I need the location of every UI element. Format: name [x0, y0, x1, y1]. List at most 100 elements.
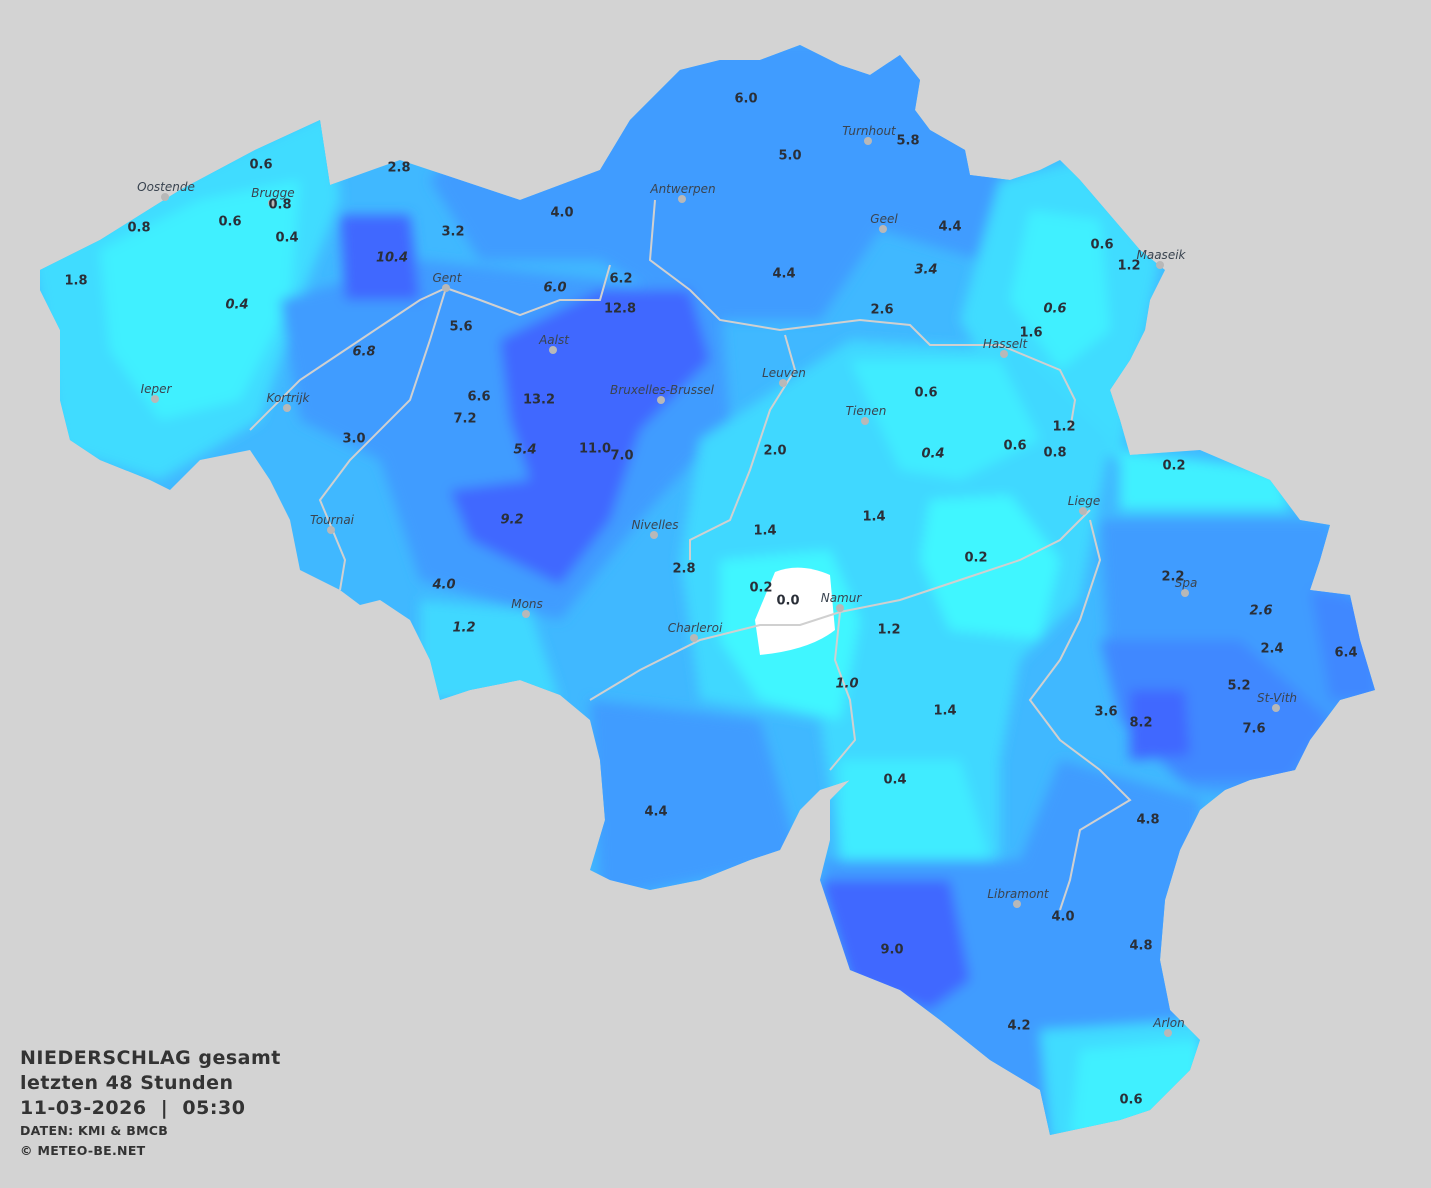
city-dot [549, 346, 557, 354]
city-dot [161, 193, 169, 201]
city-label: Tienen [846, 404, 887, 418]
precip-value: 6.4 [1334, 646, 1357, 661]
precip-value: 2.6 [870, 303, 893, 318]
map-datetime: 11-03-2026 | 05:30 [20, 1097, 246, 1119]
precip-value: 5.8 [896, 134, 919, 149]
city-dot [283, 404, 291, 412]
precip-value: 0.6 [1003, 439, 1026, 454]
precip-value: 0.8 [268, 198, 291, 213]
precip-value: 2.0 [763, 444, 786, 459]
city-label: Charleroi [668, 621, 723, 635]
precip-value: 4.4 [938, 220, 961, 235]
city-dot [522, 610, 530, 618]
precip-value: 3.4 [914, 263, 937, 278]
city-label: Ieper [141, 382, 173, 396]
precip-value: 0.6 [218, 215, 241, 230]
precip-value: 13.2 [523, 393, 555, 408]
precip-value: 2.6 [1249, 604, 1272, 619]
precip-value: 1.2 [877, 623, 900, 638]
precip-value: 0.4 [883, 773, 906, 788]
city-label: Mons [511, 597, 543, 611]
city-label: Brugge [251, 186, 294, 200]
precip-value: 5.0 [778, 149, 801, 164]
precip-value: 2.2 [1161, 570, 1184, 585]
precip-value: 1.8 [64, 274, 87, 289]
precip-value: 0.6 [1119, 1093, 1142, 1108]
city-label: Leuven [762, 366, 806, 380]
precip-value: 0.2 [964, 551, 987, 566]
precip-value: 4.2 [1007, 1019, 1030, 1034]
city-dot [1164, 1029, 1172, 1037]
precip-value: 0.6 [1043, 302, 1066, 317]
precip-value: 1.2 [452, 621, 475, 636]
city-label: Libramont [987, 887, 1050, 901]
precip-value: 0.8 [1043, 446, 1066, 461]
map-title: NIEDERSCHLAG gesamt [20, 1047, 281, 1069]
city-label: Nivelles [631, 518, 678, 532]
map-legend: NIEDERSCHLAG gesamt letzten 48 Stunden 1… [20, 1046, 281, 1161]
precip-value: 1.4 [753, 524, 776, 539]
precip-value: 1.6 [1019, 326, 1042, 341]
precip-value: 6.2 [609, 272, 632, 287]
city-dot [879, 225, 887, 233]
city-label: Bruxelles-Brussel [610, 383, 715, 397]
precip-value: 1.0 [835, 677, 858, 692]
precip-value: 4.0 [550, 206, 573, 221]
precip-value: 2.8 [672, 562, 695, 577]
city-label: Turnhout [842, 124, 897, 138]
precip-value: 8.2 [1129, 716, 1152, 731]
precip-value: 0.4 [921, 447, 944, 462]
map-period: letzten 48 Stunden [20, 1072, 234, 1094]
precip-value: 0.4 [275, 231, 298, 246]
city-label: Spa [1175, 576, 1198, 590]
precip-value: 9.2 [500, 513, 523, 528]
precip-value: 4.8 [1129, 939, 1152, 954]
precip-value: 0.4 [225, 298, 248, 313]
precip-value: 1.2 [1117, 259, 1140, 274]
precip-value: 1.4 [862, 510, 885, 525]
city-label: Oostende [137, 180, 195, 194]
precip-value: 5.2 [1227, 679, 1250, 694]
precip-value: 0.0 [776, 594, 799, 609]
city-label: Antwerpen [649, 182, 715, 196]
precip-value: 5.4 [513, 443, 536, 458]
city-dot [1156, 261, 1164, 269]
city-label: Geel [870, 212, 898, 226]
city-label: Aalst [538, 333, 570, 347]
precip-value: 4.4 [644, 805, 667, 820]
precip-value: 3.2 [441, 225, 464, 240]
city-dot [836, 604, 844, 612]
precip-value: 12.8 [604, 302, 636, 317]
precip-value: 1.4 [933, 704, 956, 719]
city-dot [650, 531, 658, 539]
precip-value: 2.8 [387, 161, 410, 176]
city-dot [1000, 350, 1008, 358]
precip-value: 5.6 [449, 320, 472, 335]
precip-value: 3.6 [1094, 705, 1117, 720]
city-dot [1013, 900, 1021, 908]
copyright: © METEO-BE.NET [20, 1143, 146, 1158]
precip-value: 10.4 [376, 251, 408, 266]
city-label: Namur [821, 591, 863, 605]
city-dot [779, 379, 787, 387]
precip-value: 7.2 [453, 412, 476, 427]
city-label: Tournai [310, 513, 355, 527]
precip-value: 6.6 [467, 390, 490, 405]
precip-value: 11.0 [579, 442, 611, 457]
city-markers: Turnhout Oostende Brugge Antwerpen Geel Maase… [137, 124, 1297, 1037]
city-label: Gent [433, 271, 463, 285]
city-dot [151, 395, 159, 403]
city-dot [442, 284, 450, 292]
precip-value: 3.0 [342, 432, 365, 447]
city-label: Hasselt [983, 337, 1029, 351]
city-dot [268, 199, 276, 207]
city-dot [861, 417, 869, 425]
precip-value: 7.6 [1242, 722, 1265, 737]
precip-value: 0.6 [914, 386, 937, 401]
precip-value: 9.0 [880, 943, 903, 958]
precip-value: 6.8 [352, 345, 375, 360]
city-dot [657, 396, 665, 404]
precip-value: 7.0 [610, 449, 633, 464]
